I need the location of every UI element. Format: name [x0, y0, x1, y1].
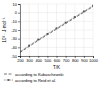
plot-area	[20, 5, 93, 53]
tick-label: 800	[72, 58, 79, 63]
grid-line	[20, 4, 93, 5]
marker	[65, 22, 67, 24]
tick-label: 400	[35, 58, 42, 63]
tick: 600	[54, 56, 61, 63]
tick: 0	[15, 10, 20, 15]
tick: -40	[11, 45, 20, 50]
tick-label: -10	[11, 19, 18, 24]
tick-label: 10	[13, 2, 18, 7]
legend-label: according to Reid et al.	[15, 78, 56, 83]
legend-swatch	[4, 80, 13, 81]
marker	[46, 33, 48, 35]
marker	[56, 27, 58, 29]
tick: -10	[11, 19, 20, 24]
tick: 400	[35, 56, 42, 63]
marker	[20, 51, 21, 53]
tick-label: 900	[81, 58, 88, 63]
tick-mark	[18, 13, 20, 14]
tick: 1000	[89, 56, 99, 63]
legend-marker	[8, 79, 10, 81]
tick-label: 1000	[89, 58, 99, 63]
marker	[37, 39, 39, 41]
marker	[74, 16, 76, 18]
y-axis-line	[18, 5, 21, 57]
tick: 900	[81, 56, 88, 63]
tick-label: 700	[63, 58, 70, 63]
tick: -20	[11, 28, 20, 33]
tick-label: -50	[11, 54, 18, 59]
x-axis-title: T/K	[53, 65, 60, 70]
grid	[20, 4, 93, 56]
chart: 2003004005006007008009001000-50-40-30-20…	[0, 0, 100, 86]
tick: 200	[17, 56, 24, 63]
grid-line	[20, 38, 93, 39]
legend-label: according to Kubaschewski	[15, 72, 64, 77]
tick: 500	[45, 56, 52, 63]
marker	[83, 10, 85, 12]
tick: 300	[26, 56, 33, 63]
tick-label: 200	[17, 58, 24, 63]
tick-label: 300	[26, 58, 33, 63]
tick-mark	[18, 39, 20, 40]
tick-mark	[18, 47, 20, 48]
marker	[28, 45, 30, 47]
marker	[92, 5, 93, 7]
tick-label: 500	[45, 58, 52, 63]
tick: 700	[63, 56, 70, 63]
series-line	[20, 7, 93, 53]
tick-label: 600	[54, 58, 61, 63]
tick-label: -20	[11, 28, 18, 33]
series-line	[20, 6, 93, 52]
y-axis: -50 -40 -30 -20 -10 0 10	[11, 2, 20, 59]
legend: according to Kubaschewskiaccording to Re…	[4, 72, 64, 83]
tick-label: 0	[15, 10, 18, 15]
tick: -30	[11, 36, 20, 41]
grid-line	[20, 21, 93, 22]
tick: -50	[11, 54, 20, 59]
tick-mark	[18, 56, 20, 57]
legend-swatch	[4, 74, 13, 75]
tick-mark	[18, 21, 20, 22]
tick: 10	[13, 2, 20, 7]
tick-label: -40	[11, 45, 18, 50]
y-axis-title: 10³ · J·mol⁻¹	[2, 17, 7, 43]
grid-line	[20, 47, 93, 48]
grid-line	[20, 30, 93, 31]
tick-mark	[18, 30, 20, 31]
tick-mark	[18, 4, 20, 5]
tick-label: -30	[11, 36, 18, 41]
tick: 800	[72, 56, 79, 63]
x-axis: 2003004005006007008009001000	[17, 56, 99, 63]
